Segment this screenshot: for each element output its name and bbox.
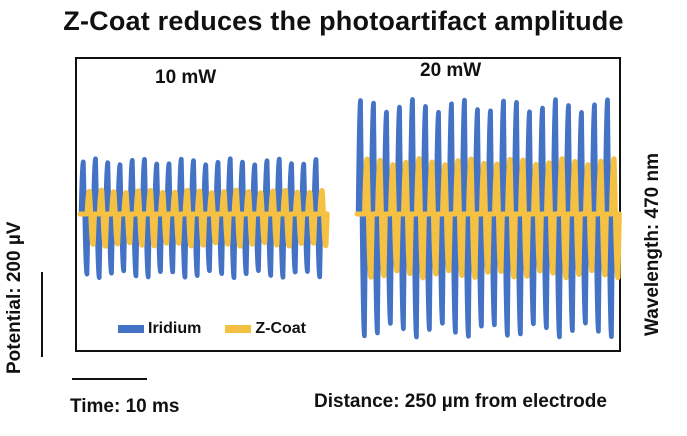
time-scale-bar: [72, 378, 147, 380]
legend-swatch-zcoat: [225, 325, 252, 333]
legend: Iridium Z-Coat: [118, 320, 330, 338]
panel-label-20mw: 20 mW: [420, 60, 482, 81]
legend-label-iridium: Iridium: [148, 320, 202, 337]
legend-swatch-iridium: [118, 325, 144, 333]
legend-label-zcoat: Z-Coat: [255, 320, 306, 337]
wavelength-label: Wavelength: 470 nm: [642, 152, 663, 336]
plot-frame: [75, 57, 621, 352]
legend-item-iridium: Iridium: [118, 320, 201, 338]
legend-item-zcoat: Z-Coat: [225, 320, 306, 338]
traces-group: [77, 97, 622, 340]
potential-scale-label: Potential: 200 µV: [4, 221, 25, 374]
panel-label-10mw: 10 mW: [155, 67, 217, 88]
distance-label: Distance: 250 µm from electrode: [314, 391, 607, 412]
potential-scale-bar: [41, 272, 43, 357]
chart-title: Z-Coat reduces the photoartifact amplitu…: [63, 6, 624, 36]
trace-zcoat-10mw: [77, 187, 330, 249]
trace-zcoat-20mw: [354, 156, 622, 281]
time-scale-label: Time: 10 ms: [70, 396, 180, 417]
